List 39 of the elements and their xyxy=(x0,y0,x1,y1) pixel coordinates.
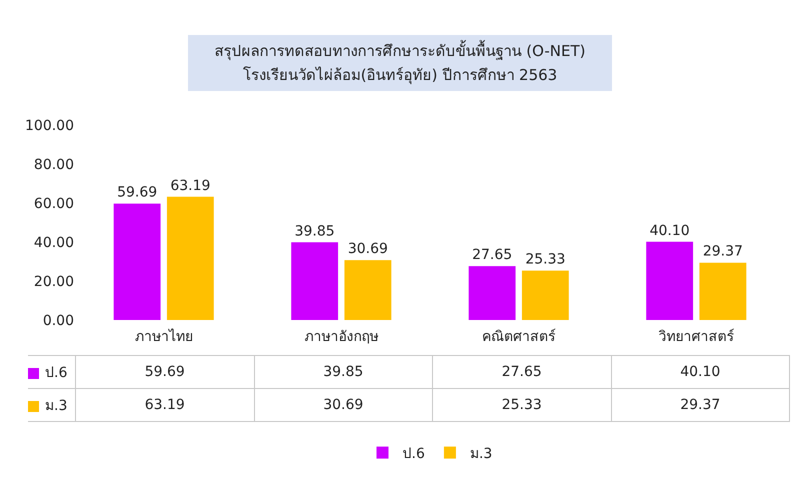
y-tick-label: 40.00 xyxy=(34,234,74,251)
text: ป.6 xyxy=(402,446,425,462)
y-tick-label: 20.00 xyxy=(34,274,74,290)
text: 30.69 xyxy=(348,241,388,258)
x-tick-label: ภาษาไทย xyxy=(134,328,193,345)
bar xyxy=(166,196,214,320)
bar xyxy=(291,242,338,320)
text: 40.10 xyxy=(650,222,690,239)
y-tick-label: 100.00 xyxy=(25,118,74,134)
data-label: 40.10 xyxy=(611,356,790,388)
y-tick-label: 60.00 xyxy=(34,196,74,212)
text: 39.85 xyxy=(294,223,335,240)
bar xyxy=(114,204,161,320)
x-tick-label: วิทยาศาสตร์ xyxy=(658,328,734,345)
text: 25.33 xyxy=(525,252,566,268)
data-label: 30.69 xyxy=(254,388,432,422)
data-label: 39.85 xyxy=(254,356,432,388)
data-label: 27.65 xyxy=(432,356,611,388)
data-label: 59.69 xyxy=(76,356,254,388)
bar xyxy=(699,262,746,320)
bar xyxy=(468,266,516,320)
text: 27.65 xyxy=(472,247,512,264)
y-tick-label: 0.00 xyxy=(42,312,74,329)
y-tick-label: 80.00 xyxy=(34,156,74,173)
chart-title: สรุปผลการทดสอบทางการศึกษาระดับขั้นพื้นฐาน (O-NET) โรงเรียนวัดไผ่ล้อม(อินทร์อุทัย) ปีการศึกษา 2563 xyxy=(188,35,612,91)
text: 63.19 xyxy=(170,178,210,194)
data-label: 63.19 xyxy=(76,388,254,422)
bar xyxy=(646,242,694,320)
x-tick-label: คณิตศาสตร์ xyxy=(482,328,556,345)
x-tick-label: ภาษาอังกฤษ xyxy=(304,329,378,345)
bar xyxy=(344,260,392,320)
text: ม.3 xyxy=(45,398,68,414)
data-label: 25.33 xyxy=(432,388,611,422)
bar xyxy=(522,270,569,320)
data-label: 29.37 xyxy=(611,388,790,422)
text: 29.37 xyxy=(702,244,743,260)
text: 59.69 xyxy=(117,184,158,201)
legend-label: ม.3 xyxy=(470,446,492,462)
legend-label: ป.6 xyxy=(45,365,68,381)
